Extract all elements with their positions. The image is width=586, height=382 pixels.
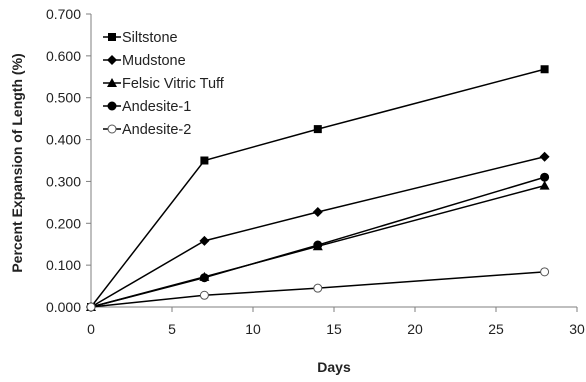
y-tick-label: 0.300 — [46, 173, 81, 189]
x-axis-label: Days — [317, 359, 351, 375]
x-tick-label: 15 — [326, 321, 342, 337]
legend-label: Felsic Vitric Tuff — [122, 76, 225, 92]
data-point — [540, 172, 550, 182]
data-point — [199, 290, 209, 300]
x-tick-label: 20 — [407, 321, 423, 337]
legend-item: Siltstone — [103, 30, 178, 46]
legend-item: Andesite-1 — [103, 99, 191, 115]
x-tick-label: 25 — [488, 321, 504, 337]
legend-label: Siltstone — [122, 30, 178, 46]
legend-item: Andesite-2 — [103, 122, 191, 138]
legend-marker — [107, 124, 117, 134]
y-tick-label: 0.100 — [46, 257, 81, 273]
legend: Siltstone Mudstone Felsic Vitric Tuff Andes… — [103, 30, 225, 138]
data-point — [313, 125, 322, 134]
legend-marker — [107, 78, 117, 87]
data-point — [313, 283, 323, 293]
data-point — [539, 151, 550, 162]
y-tick-label: 0.400 — [46, 132, 81, 148]
y-axis-label: Percent Expansion of Length (%) — [9, 53, 25, 272]
y-tick-label: 0.200 — [46, 215, 81, 231]
data-point — [539, 180, 550, 190]
data-point — [312, 206, 323, 217]
series-5 — [86, 267, 550, 312]
x-tick-label: 5 — [168, 321, 176, 337]
data-point — [199, 273, 209, 283]
y-tick-label: 0.000 — [46, 299, 81, 315]
legend-marker — [108, 33, 116, 41]
series-line — [90, 68, 545, 308]
series-line — [90, 156, 545, 308]
legend-item: Mudstone — [103, 53, 186, 69]
data-point — [313, 240, 323, 250]
series-group — [86, 65, 550, 312]
series-line — [90, 271, 545, 308]
data-point — [86, 302, 96, 312]
y-tick-label: 0.600 — [46, 48, 81, 64]
x-tick-label: 0 — [87, 321, 95, 337]
y-tick-labels: 0.000 0.100 0.200 0.300 0.400 0.500 0.600 0.700 — [46, 6, 91, 315]
data-point — [200, 156, 209, 165]
legend-label: Mudstone — [122, 53, 186, 69]
legend-label: Andesite-2 — [122, 122, 191, 138]
legend-marker — [107, 55, 117, 65]
data-point — [540, 65, 549, 74]
y-tick-label: 0.500 — [46, 90, 81, 106]
legend-label: Andesite-1 — [122, 99, 191, 115]
x-tick-label: 10 — [245, 321, 261, 337]
data-point — [540, 267, 550, 277]
legend-item: Felsic Vitric Tuff — [103, 76, 225, 92]
y-axis-title: Percent Expansion of Length (%) — [9, 53, 25, 272]
series-line — [90, 176, 545, 308]
data-point — [199, 235, 210, 246]
x-tick-labels: 0 5 10 15 20 25 30 — [87, 307, 585, 337]
x-tick-label: 30 — [569, 321, 585, 337]
y-tick-label: 0.700 — [46, 6, 81, 22]
legend-marker — [107, 101, 117, 111]
